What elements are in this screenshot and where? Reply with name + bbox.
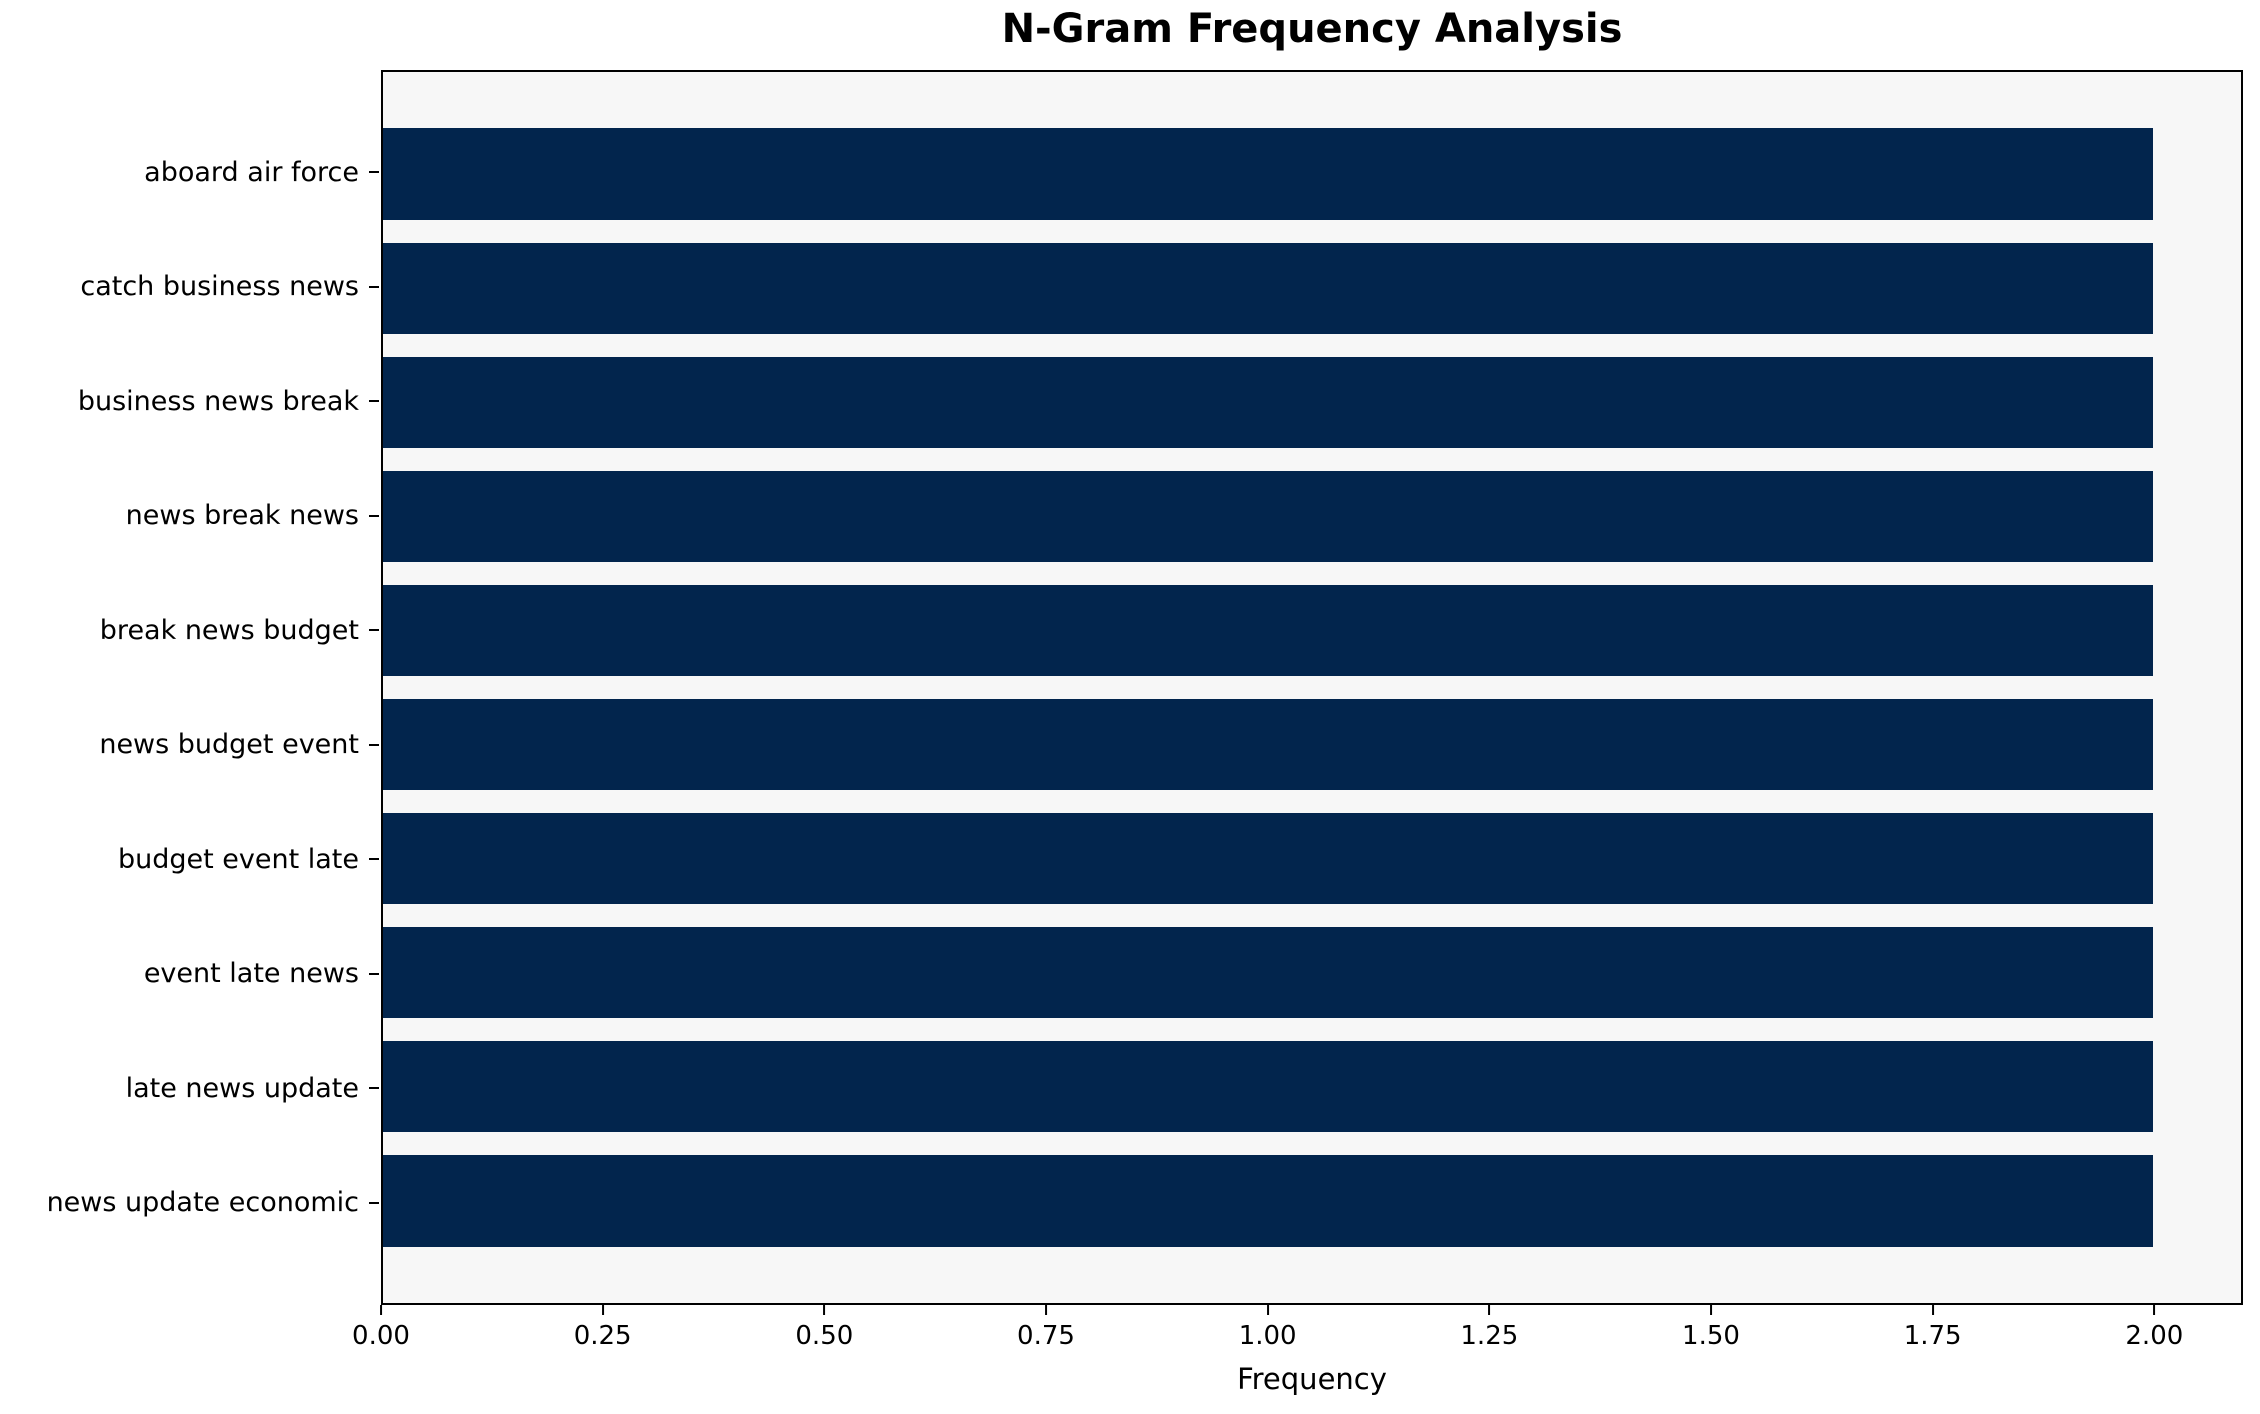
bar <box>383 698 2153 791</box>
y-axis-label: late news update <box>125 1072 359 1104</box>
x-tick: 1.00 <box>1239 1305 1297 1351</box>
y-tick-mark <box>369 743 379 746</box>
y-axis: aboard air force catch business news busin… <box>0 70 379 1305</box>
x-tick-label: 1.00 <box>1238 1321 1297 1351</box>
y-tick-mark <box>369 1087 379 1090</box>
y-axis-label: business news break <box>77 385 359 417</box>
bar-row <box>383 1144 2241 1258</box>
y-axis-label: budget event late <box>117 843 359 875</box>
x-tick-mark <box>1931 1305 1934 1315</box>
x-tick: 1.25 <box>1460 1305 1518 1351</box>
x-tick-mark <box>2153 1305 2156 1315</box>
y-axis-label: news update economic <box>46 1187 359 1219</box>
y-label-row: business news break <box>0 344 379 459</box>
bar <box>383 812 2153 905</box>
x-tick: 1.75 <box>1904 1305 1962 1351</box>
bar <box>383 1155 2153 1247</box>
y-tick-mark <box>369 858 379 861</box>
bar-row <box>383 117 2241 231</box>
y-axis-label: event late news <box>143 958 359 990</box>
bar-row <box>383 1030 2241 1144</box>
y-tick-mark <box>369 400 379 403</box>
bar-row <box>383 687 2241 801</box>
x-tick-mark <box>823 1305 826 1315</box>
x-tick: 0.25 <box>574 1305 632 1351</box>
y-axis-label: news break news <box>125 500 359 532</box>
bar <box>383 1041 2153 1133</box>
y-tick-mark <box>369 972 379 975</box>
bar-row <box>383 231 2241 345</box>
x-tick-label: 1.50 <box>1682 1321 1740 1351</box>
y-tick-mark <box>369 285 379 288</box>
x-tick-mark <box>1488 1305 1491 1315</box>
x-tick-mark <box>379 1305 382 1315</box>
bar-row <box>383 802 2241 916</box>
bar <box>383 470 2153 562</box>
bar <box>383 242 2153 334</box>
x-tick-label: 1.75 <box>1903 1321 1962 1351</box>
y-axis-label: catch business news <box>80 271 359 303</box>
x-tick: 0.50 <box>795 1305 853 1351</box>
y-label-row: break news budget <box>0 573 379 688</box>
x-tick: 1.50 <box>1682 1305 1740 1351</box>
x-tick: 2.00 <box>2125 1305 2183 1351</box>
y-label-row: aboard air force <box>0 115 379 230</box>
x-tick-label: 1.25 <box>1460 1321 1519 1351</box>
y-axis-label: aboard air force <box>144 156 359 188</box>
x-axis-title: Frequency <box>1237 1362 1387 1396</box>
bar <box>383 927 2153 1019</box>
x-tick: 0.75 <box>1017 1305 1075 1351</box>
x-axis: 0.00 0.25 0.50 0.75 1.00 1.25 1.50 1.75 2.00 <box>352 1305 2243 1385</box>
bar-series <box>383 117 2241 1258</box>
x-tick-mark <box>601 1305 604 1315</box>
y-tick-mark <box>369 171 379 174</box>
y-tick-mark <box>369 629 379 632</box>
x-tick-label: 0.50 <box>795 1321 854 1351</box>
x-tick-label: 0.75 <box>1017 1321 1075 1351</box>
bar-row <box>383 916 2241 1030</box>
y-label-row: catch business news <box>0 230 379 345</box>
y-label-row: news budget event <box>0 688 379 803</box>
y-label-row: news update economic <box>0 1146 379 1261</box>
x-tick-mark <box>1266 1305 1269 1315</box>
x-tick-label: 0.25 <box>573 1321 632 1351</box>
y-label-row: news break news <box>0 459 379 574</box>
x-tick-mark <box>1709 1305 1712 1315</box>
bar <box>383 356 2153 448</box>
y-label-row: event late news <box>0 917 379 1032</box>
bar-row <box>383 573 2241 687</box>
y-tick-mark <box>369 1201 379 1204</box>
y-label-row: late news update <box>0 1031 379 1146</box>
bar <box>383 128 2153 220</box>
x-tick: 0.00 <box>352 1305 410 1351</box>
y-axis-label: break news budget <box>99 614 359 646</box>
x-tick-mark <box>1044 1305 1047 1315</box>
y-axis-label: news budget event <box>99 729 359 761</box>
bar-row <box>383 459 2241 573</box>
bar-row <box>383 345 2241 459</box>
bar <box>383 584 2153 677</box>
chart-title: N-Gram Frequency Analysis <box>1001 6 1623 52</box>
plot-area <box>381 70 2243 1305</box>
x-tick-label: 2.00 <box>2125 1321 2184 1351</box>
y-tick-mark <box>369 514 379 517</box>
y-label-row: budget event late <box>0 802 379 917</box>
x-tick-label: 0.00 <box>352 1321 410 1351</box>
